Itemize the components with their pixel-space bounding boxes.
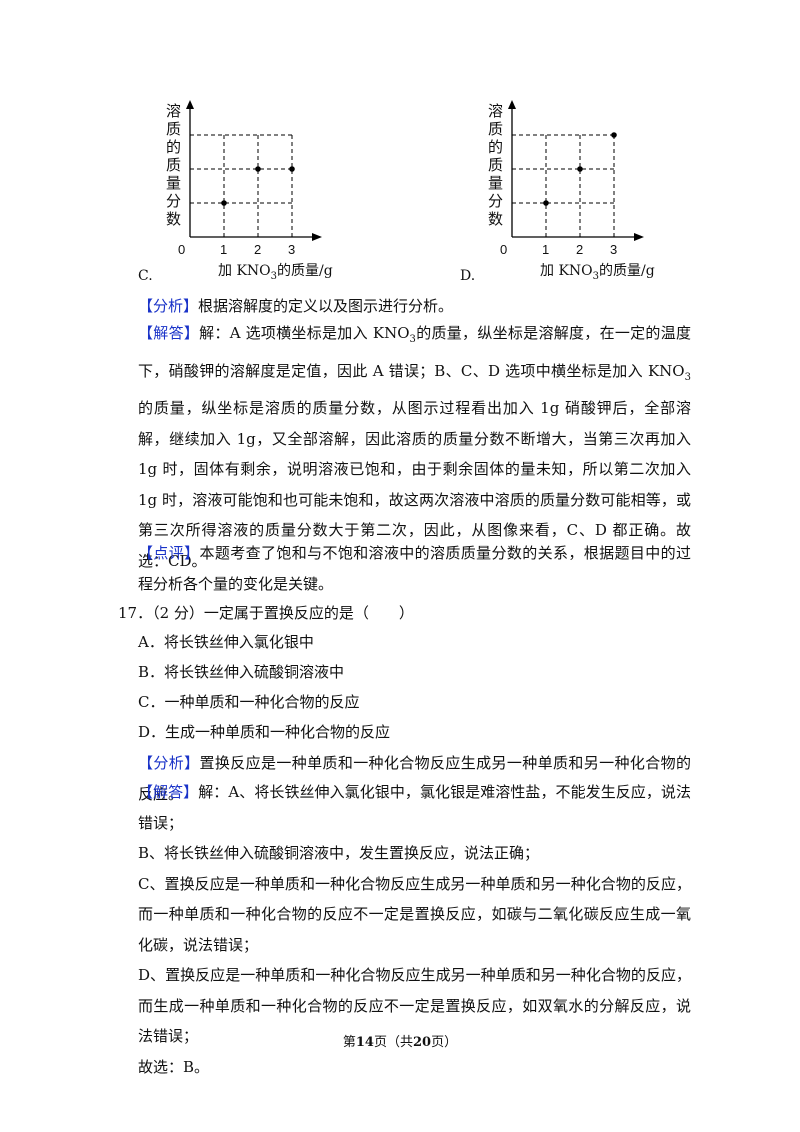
graph [508, 100, 644, 241]
x-tick-label: 3 [288, 242, 296, 257]
point [577, 166, 583, 172]
x-tick-label: 0 [178, 242, 186, 257]
arrow [508, 100, 516, 109]
arrow [186, 100, 194, 109]
page-number: 14 [355, 1035, 374, 1050]
answer: 【解答】解：A 选项横坐标是加入 KNO3的质量，纵坐标是溶解度，在一定的温度下… [138, 318, 691, 576]
figure: 0 1 2 3 溶质的质量分数加 KNO3的质量/g D. [452, 95, 655, 285]
x-tick-label: 1 [220, 242, 228, 257]
point [611, 132, 617, 138]
option: A．将长铁丝伸入氯化银中 [138, 633, 314, 651]
analysis: 【分析】置换反应是一种单质和一种化合物反应生成另一种单质和另一种化合物的反应。 [138, 748, 691, 809]
tag: 【点评】 [138, 544, 200, 562]
x-tick-label: 3 [610, 242, 618, 257]
text: 的质量，纵坐标是溶质的质量分数，从图示过程看出加入 1g 硝酸钾后，全部溶解，继… [138, 399, 691, 570]
subscript: 3 [684, 371, 691, 383]
x-tick-label: 1 [542, 242, 550, 257]
answer: 【解答】解：A、将长铁丝伸入氯化银中，氯化银是难溶性盐，不能发生反应，说法错误；… [138, 777, 691, 1082]
option: D．生成一种单质和一种化合物的反应 [138, 723, 391, 741]
y-axis-label: 溶质的质量分数 [486, 103, 504, 229]
text: 加 KNO [218, 263, 271, 279]
graph [186, 100, 322, 241]
arrow [312, 233, 322, 241]
text: 第 [342, 1035, 356, 1050]
figure: 0 1 2 3 溶质的质量分数加 KNO3的质量/g C. [130, 95, 333, 285]
arrow [634, 233, 644, 241]
line: D、置换反应是一种单质和一种化合物反应生成另一种单质和另一种化合物的反应，而生成… [138, 966, 691, 1045]
x-tick-label: 2 [576, 242, 584, 257]
y-axis-label: 溶质的质量分数 [164, 103, 182, 229]
number: 17． [118, 604, 153, 622]
point [543, 200, 549, 206]
text: 本题考查了饱和与不饱和溶液中的溶质质量分数的关系，根据题目中的过程分析各个量的变… [138, 544, 691, 593]
x-tick-label: 0 [500, 242, 508, 257]
text: 的质量/g [277, 263, 333, 279]
text: 解：A 选项横坐标是加入 KNO [199, 324, 410, 342]
tag: 【分析】 [138, 754, 200, 772]
text: 的质量，纵坐标是溶解度，在一定的温度下，硝酸钾的溶解度是定值，因此 A 错误；B… [138, 324, 691, 380]
subscript: 3 [409, 334, 416, 345]
page-total: 20 [413, 1035, 432, 1050]
analysis: 【分析】根据溶解度的定义以及图示进行分析。 [138, 291, 691, 322]
subscript: 3 [270, 270, 278, 282]
text: 根据溶解度的定义以及图示进行分析。 [198, 297, 454, 315]
point [289, 166, 295, 172]
tag: 【解答】 [138, 783, 199, 801]
x-axis-label: 加 KNO3的质量/g [540, 260, 655, 282]
question: 17．（2 分）一定属于置换反应的是（ ） [118, 598, 671, 629]
text: 加 KNO [540, 263, 593, 279]
line: C、置换反应是一种单质和一种化合物反应生成另一种单质和另一种化合物的反应，而一种… [138, 874, 691, 954]
subscript: 3 [592, 270, 600, 282]
text: 页（共 [373, 1035, 413, 1050]
line: 【解答】解：A、将长铁丝伸入氯化银中，氯化银是难溶性盐，不能发生反应，说法错误； [138, 777, 691, 838]
x-axis-label: 加 KNO3的质量/g [218, 260, 333, 282]
text: 的质量/g [599, 263, 655, 279]
line: 故选：B。 [138, 1057, 210, 1076]
comment: 【点评】本题考查了饱和与不饱和溶液中的溶质质量分数的关系，根据题目中的过程分析各… [138, 538, 691, 599]
point [221, 200, 227, 206]
stem: （2 分）一定属于置换反应的是（ ） [152, 604, 414, 622]
line: B、将长铁丝伸入硫酸铜溶液中，发生置换反应，说法正确； [138, 844, 540, 862]
option: B．将长铁丝伸入硫酸铜溶液中 [138, 663, 345, 681]
tag: 【解答】 [138, 324, 200, 342]
footer: 第14页（共20页） [0, 1031, 800, 1050]
text: 解：A、将长铁丝伸入氯化银中，氯化银是难溶性盐，不能发生反应，说法错误； [138, 783, 691, 832]
option: C．一种单质和一种化合物的反应 [138, 693, 360, 711]
option-label: C. [138, 268, 153, 284]
tag: 【分析】 [138, 297, 199, 315]
option-label: D. [460, 268, 476, 284]
point [255, 166, 261, 172]
text: 页） [431, 1035, 458, 1050]
text: 置换反应是一种单质和一种化合物反应生成另一种单质和另一种化合物的反应。 [138, 754, 691, 803]
x-tick-label: 2 [254, 242, 262, 257]
